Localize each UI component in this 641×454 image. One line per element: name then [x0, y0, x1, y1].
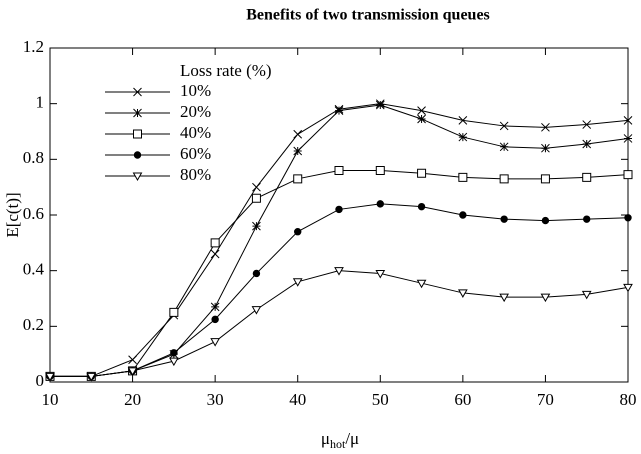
x-tick-label: 50 — [372, 390, 389, 409]
legend-label: 80% — [180, 165, 211, 184]
data-point — [168, 357, 179, 367]
y-tick-label: 0.8 — [23, 148, 44, 167]
x-tick-label: 30 — [207, 390, 224, 409]
data-point — [416, 279, 427, 289]
data-point — [335, 205, 343, 214]
x-label-rest: /μ — [345, 429, 359, 448]
legend-label: 40% — [180, 123, 211, 142]
data-point — [210, 238, 220, 248]
data-point — [540, 174, 550, 184]
data-point — [499, 293, 510, 303]
y-axis-label: E[c(t)] — [3, 192, 22, 237]
data-point — [499, 142, 509, 152]
data-point — [210, 338, 221, 347]
data-point — [127, 367, 138, 376]
data-point — [252, 269, 261, 278]
data-point — [457, 289, 468, 298]
legend-marker — [132, 172, 143, 182]
data-point — [582, 120, 592, 129]
y-tick-label: 0.4 — [23, 260, 45, 279]
data-point — [252, 221, 261, 231]
data-point — [458, 116, 468, 125]
data-point — [211, 315, 219, 323]
data-point — [623, 116, 633, 125]
x-label-sub: hot — [330, 437, 346, 451]
data-point — [583, 215, 591, 223]
series-line — [50, 104, 629, 377]
data-point — [334, 267, 344, 276]
data-point — [294, 228, 302, 236]
data-point — [376, 200, 384, 208]
y-tick-label: 0 — [36, 371, 45, 390]
legend-marker — [133, 87, 142, 97]
data-point — [541, 216, 550, 225]
data-point — [334, 165, 344, 175]
data-point — [541, 122, 550, 132]
x-tick-label: 70 — [537, 390, 554, 409]
data-point — [293, 174, 303, 184]
legend-marker — [133, 108, 142, 118]
data-point — [293, 146, 303, 156]
data-point — [541, 143, 550, 153]
y-tick-label: 0.6 — [23, 204, 44, 223]
x-label-base: μ — [321, 429, 330, 448]
data-point — [210, 302, 220, 312]
data-point — [375, 269, 386, 279]
data-point — [251, 193, 261, 203]
x-tick-label: 10 — [42, 390, 59, 409]
data-point — [623, 283, 633, 293]
data-point — [417, 106, 426, 115]
y-tick-label: 1 — [36, 93, 45, 112]
data-point — [293, 129, 303, 139]
legend-title: Loss rate (%) — [180, 61, 272, 80]
data-point — [417, 168, 427, 178]
legend-marker — [133, 151, 142, 159]
plot-frame — [49, 47, 629, 383]
data-point — [252, 182, 261, 192]
x-tick-label: 60 — [454, 390, 471, 409]
data-point — [499, 121, 509, 131]
data-point — [169, 307, 179, 317]
chart-title: Benefits of two transmission queues — [246, 7, 490, 24]
x-tick-label: 80 — [620, 390, 637, 409]
data-point — [459, 211, 467, 219]
legend-label: 20% — [180, 102, 211, 121]
legend-label: 60% — [180, 144, 211, 163]
series-line — [50, 203, 629, 377]
data-point — [45, 372, 55, 382]
data-point — [417, 114, 426, 124]
y-tick-label: 0.2 — [23, 315, 44, 334]
data-point — [581, 290, 592, 300]
data-point — [375, 100, 385, 110]
data-point — [623, 134, 633, 143]
data-point — [624, 214, 632, 222]
data-point — [86, 372, 97, 382]
data-point — [292, 278, 303, 287]
data-point — [582, 172, 592, 182]
data-point — [251, 306, 262, 315]
x-tick-label: 40 — [289, 390, 306, 409]
y-tick-label: 1.2 — [23, 37, 44, 56]
data-point — [170, 349, 178, 357]
legend-marker — [133, 129, 142, 139]
data-point — [623, 170, 633, 180]
data-point — [458, 132, 468, 142]
data-point — [334, 106, 344, 115]
data-point — [128, 355, 137, 365]
data-point — [375, 165, 385, 175]
data-point — [500, 215, 508, 223]
series-line — [50, 270, 629, 377]
data-point — [540, 293, 551, 303]
x-axis-label: μhot/μ — [321, 429, 359, 451]
data-point — [417, 203, 426, 211]
x-tick-label: 20 — [124, 390, 141, 409]
data-point — [458, 172, 468, 182]
data-point — [582, 139, 592, 149]
data-point — [499, 174, 509, 184]
data-point — [210, 249, 220, 259]
legend-label: 10% — [180, 81, 211, 100]
